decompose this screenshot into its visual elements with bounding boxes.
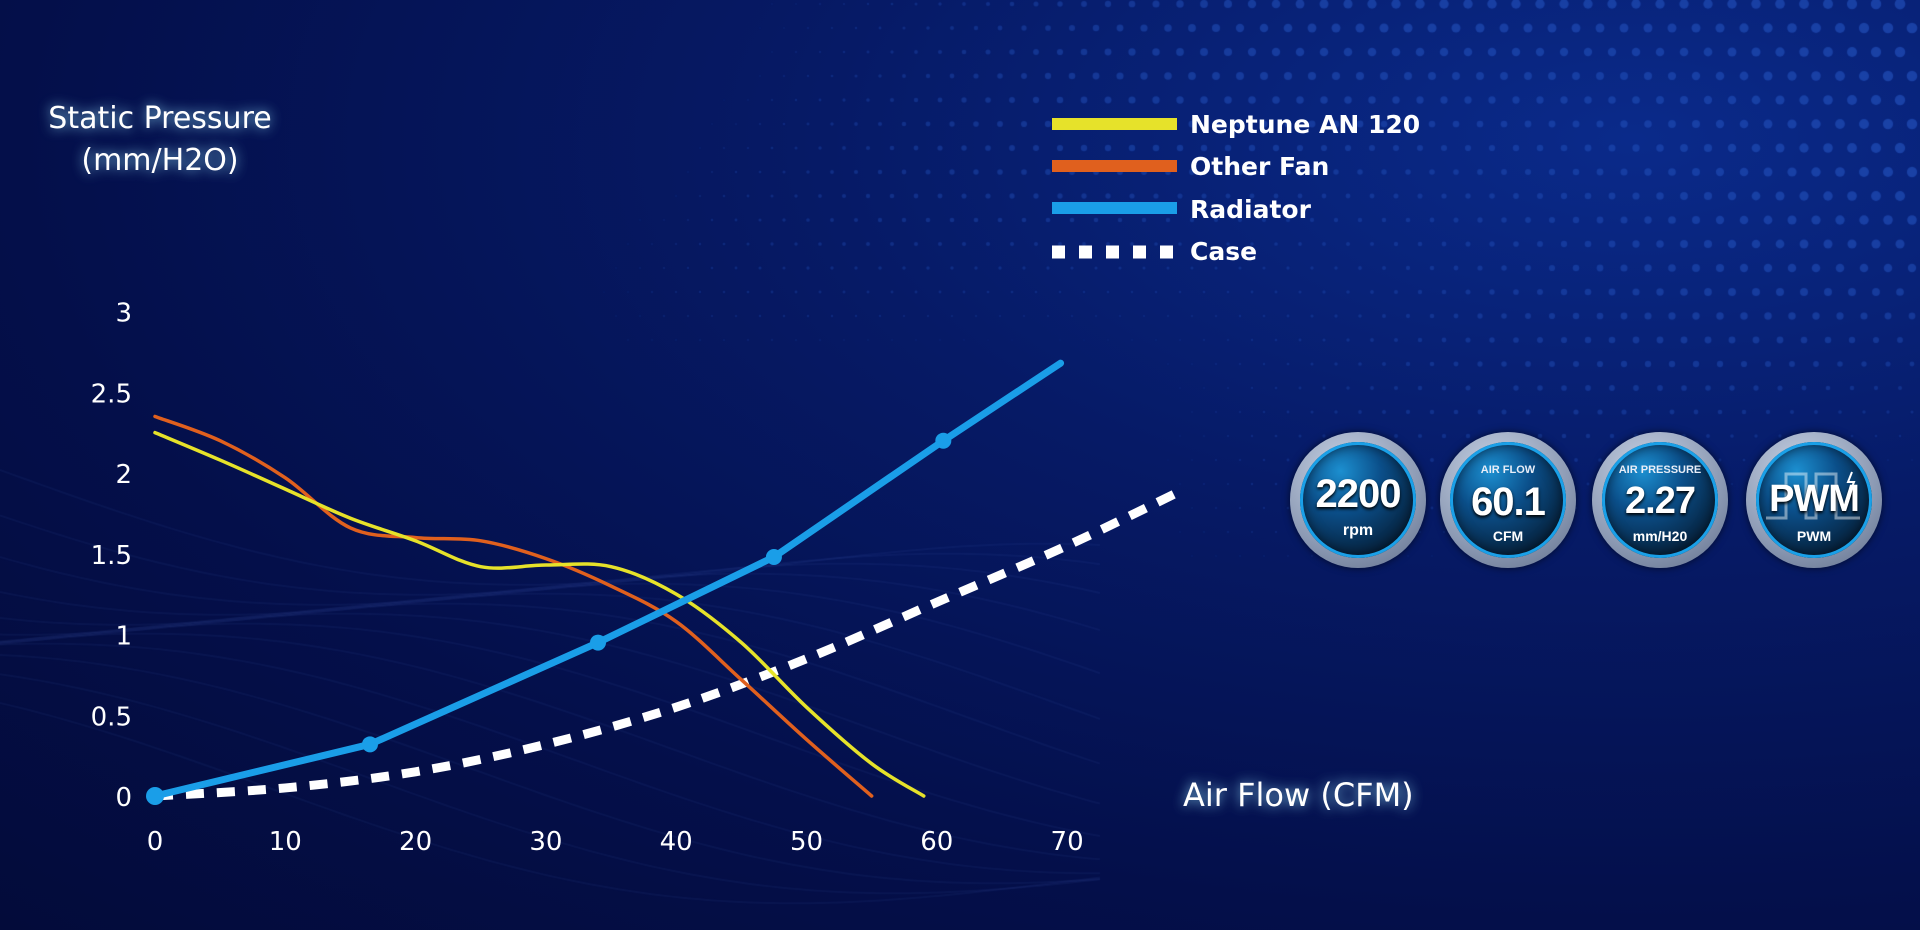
spec-pwm-value: PWM [1769, 478, 1860, 520]
series-line-other-fan [153, 414, 874, 798]
x-tick-label: 10 [269, 827, 302, 857]
y-tick-label: 0.5 [91, 702, 132, 732]
legend-label-neptune: Neptune AN 120 [1190, 110, 1420, 139]
y-axis-label-line2: (mm/H2O) [81, 143, 238, 178]
x-tick-label: 60 [920, 827, 953, 857]
spec-badge-airflow: AIR FLOW 60.1 CFM [1440, 432, 1576, 568]
spec-badges: 2200 rpm AIR FLOW 60.1 CFM AIR PRESSURE … [1290, 432, 1890, 572]
spec-airflow-value: 60.1 [1471, 480, 1546, 524]
x-tick-label: 40 [660, 827, 693, 857]
spec-rpm-value: 2200 [1315, 472, 1402, 516]
y-tick-label: 1 [115, 622, 132, 652]
x-tick-label: 0 [147, 827, 164, 857]
y-tick-label: 0 [115, 783, 132, 813]
spec-airflow-caption: AIR FLOW [1480, 464, 1536, 476]
radiator-data-point [146, 787, 164, 805]
spec-badge-airflow-face: AIR FLOW 60.1 CFM [1450, 442, 1566, 558]
spec-rpm-unit: rpm [1342, 522, 1374, 539]
spec-badge-rpm: 2200 rpm [1290, 432, 1426, 568]
legend-label-radiator: Radiator [1190, 195, 1312, 224]
x-tick-label: 70 [1051, 827, 1084, 857]
y-tick-label: 2.5 [91, 379, 132, 409]
y-tick-label: 1.5 [91, 541, 132, 571]
radiator-data-point [590, 634, 607, 651]
legend-label-case: Case [1190, 237, 1257, 266]
radiator-data-point [361, 736, 378, 753]
x-axis-label: Air Flow (CFM) [1183, 776, 1414, 814]
series-line-neptune-an-120 [153, 430, 926, 798]
x-tick-label: 20 [399, 827, 432, 857]
spec-airflow-unit: CFM [1492, 528, 1524, 544]
series-line-radiator [151, 359, 1065, 800]
spec-badge-pwm-face: PWM PWM [1756, 442, 1872, 558]
spec-badge-air-pressure-face: AIR PRESSURE 2.27 mm/H20 [1602, 442, 1718, 558]
spec-air-pressure-value: 2.27 [1625, 480, 1696, 522]
y-axis-label-line1: Static Pressure [48, 101, 271, 136]
y-tick-label: 2 [115, 460, 132, 490]
x-tick-label: 50 [790, 827, 823, 857]
legend: Neptune AN 120 Other Fan Radiator Case [1052, 110, 1420, 266]
radiator-data-point [935, 432, 952, 449]
legend-label-other-fan: Other Fan [1190, 152, 1329, 181]
pwm-waveform-icon [1766, 471, 1860, 520]
y-tick-label: 3 [115, 299, 132, 329]
spec-pwm-unit: PWM [1796, 528, 1832, 544]
series-line-case [154, 488, 1180, 801]
x-tick-label: 30 [529, 827, 562, 857]
spec-badge-air-pressure: AIR PRESSURE 2.27 mm/H20 [1592, 432, 1728, 568]
spec-air-pressure-unit: mm/H20 [1632, 528, 1688, 544]
spec-badge-pwm: PWM PWM [1746, 432, 1882, 568]
spec-air-pressure-caption: AIR PRESSURE [1618, 464, 1702, 476]
spec-badge-rpm-face: 2200 rpm [1300, 442, 1416, 558]
radiator-data-point [765, 548, 782, 565]
